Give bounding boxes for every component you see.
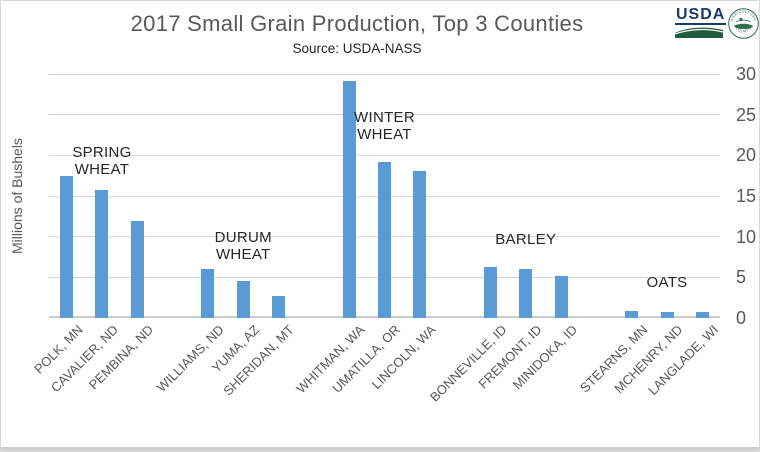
group-label-oats: OATS <box>647 274 688 291</box>
bar-pembina-nd <box>130 221 144 318</box>
y-tick-label: 5 <box>736 267 747 288</box>
group-label-line: WHEAT <box>215 246 271 263</box>
svg-text:COUNTS: COUNTS <box>735 26 752 34</box>
bar-fremont-id <box>519 269 533 318</box>
y-tick-label: 0 <box>736 308 747 328</box>
bar-lincoln-wa <box>413 170 427 318</box>
bar-whitman-wa <box>342 81 356 318</box>
bar-mchenry-nd <box>660 311 674 318</box>
gridline <box>49 73 720 75</box>
bar-cavalier-nd <box>95 190 109 318</box>
y-axis-title: Millions of Bushels <box>9 138 25 254</box>
bar-polk-mn <box>60 176 74 318</box>
bar-stearns-mn <box>625 310 639 318</box>
bar-yuma-az <box>236 281 250 318</box>
y-tick-label: 30 <box>736 64 757 84</box>
group-label-line: OATS <box>646 274 688 291</box>
usda-logo-text: USDA <box>675 6 727 25</box>
chart-title: 2017 Small Grain Production, Top 3 Count… <box>130 11 584 36</box>
x-axis-label: LINCOLN, WA <box>368 322 439 393</box>
bar-langlade-wi <box>695 311 709 318</box>
gridline <box>49 114 720 116</box>
y-tick-label: 20 <box>736 145 757 166</box>
usda-swoosh-icon <box>675 27 723 38</box>
usda-logo: USDA <box>675 6 727 38</box>
group-label-line: DURUM <box>214 229 272 246</box>
bar-williams-nd <box>201 269 215 318</box>
group-label-barley: BARLEY <box>495 231 556 248</box>
group-label-line: WINTER <box>354 109 415 126</box>
group-label-spring-wheat: SPRING WHEAT <box>72 144 131 178</box>
bar-bonneville-id <box>483 266 497 318</box>
group-label-line: WHEAT <box>357 126 412 143</box>
gridline <box>49 154 720 156</box>
y-tick-label: 10 <box>736 226 757 247</box>
bar-sheridan-mt <box>272 296 286 318</box>
plot-area: SPRING WHEAT DURUM WHEAT WINTER WHEAT BARLEY OA… <box>49 73 720 318</box>
chart-subtitle: Source: USDA-NASS <box>292 41 422 56</box>
bar-minidoka-id <box>554 275 568 318</box>
group-label-line: SPRING <box>72 144 132 161</box>
group-label-durum-wheat: DURUM WHEAT <box>215 229 272 263</box>
nass-arc-bottom-text: COUNTS <box>735 26 752 34</box>
group-label-line: BARLEY <box>495 231 557 248</box>
y-tick-label: 25 <box>736 104 757 125</box>
group-label-winter-wheat: WINTER WHEAT <box>354 109 415 143</box>
nass-agriculture-counts-icon: AGRICULTURE COUNTS <box>728 8 759 39</box>
window-bottom-edge <box>1 447 759 451</box>
y-tick-label: 15 <box>736 186 757 206</box>
bar-umatilla-or <box>378 161 391 318</box>
group-label-line: WHEAT <box>74 161 130 178</box>
